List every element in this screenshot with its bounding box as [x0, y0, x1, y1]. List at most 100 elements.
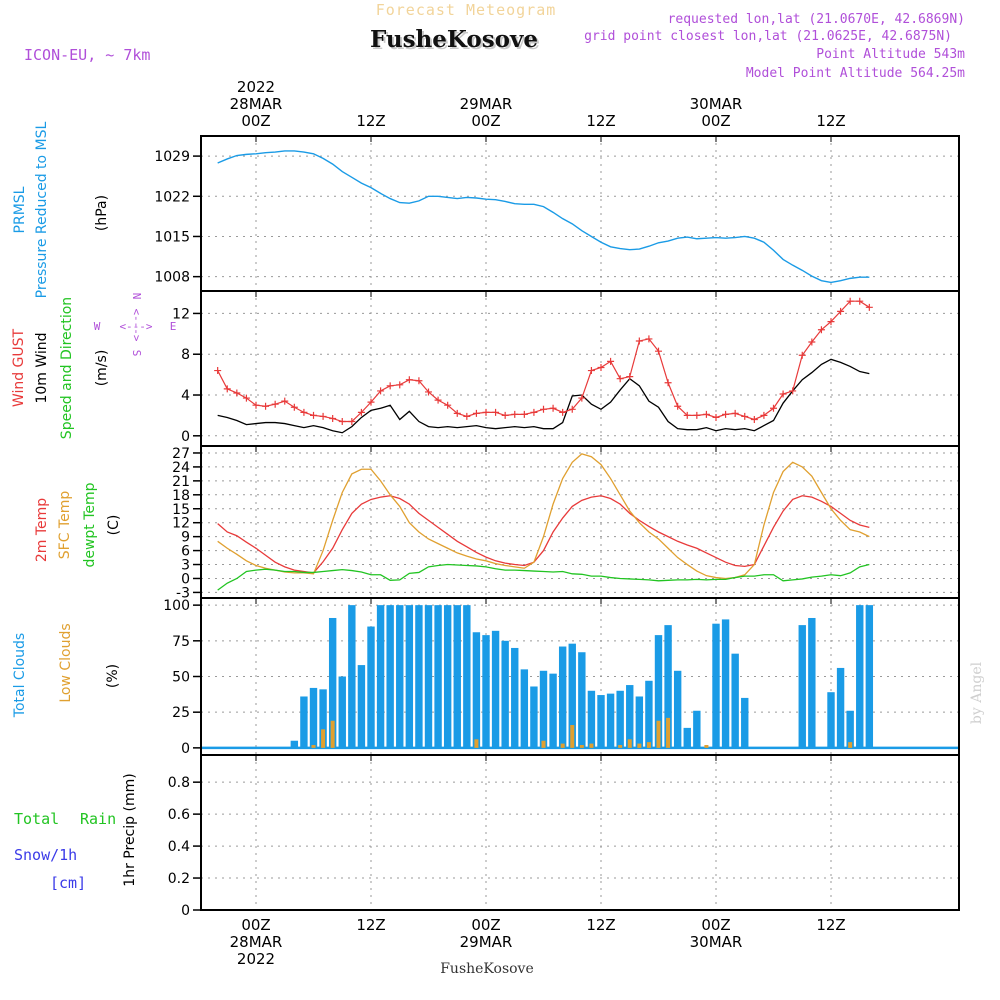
gust-marker [616, 375, 624, 383]
gust-marker [492, 408, 500, 416]
gust-marker [252, 401, 260, 409]
top-time-label: 30MAR [690, 95, 743, 113]
ytick-label: 1015 [154, 229, 190, 245]
gust-marker [338, 418, 346, 426]
ylabel-total-clouds: Total Clouds [12, 633, 28, 718]
total-cloud-bar [865, 605, 874, 748]
compass-west: W [94, 320, 101, 333]
top-time-label: 12Z [356, 112, 385, 130]
top-time-label: 28MAR [230, 95, 283, 113]
gust-marker [827, 318, 835, 326]
ylabel-pressure-msl: Pressure Reduced to MSL [34, 121, 50, 298]
top-time-label: 00Z [701, 112, 730, 130]
ylabel-1hr-precip: 1hr Precip (mm) [122, 773, 138, 886]
total-cloud-bar [520, 669, 529, 748]
gust-marker [472, 409, 480, 417]
total-cloud-bar [338, 676, 346, 748]
total-cloud-bar [511, 647, 519, 748]
ytick-label: 0 [181, 571, 190, 587]
ytick-label: 9 [181, 530, 190, 546]
gust-marker [760, 411, 768, 419]
gust-marker [242, 394, 250, 402]
total-cloud-bar [856, 605, 864, 748]
top-time-label: 2022 [237, 78, 275, 96]
total-cloud-bar [539, 670, 548, 748]
gust-marker [357, 408, 365, 416]
total-cloud-bar [587, 690, 596, 748]
total-cloud-bar [357, 665, 366, 748]
gust-marker [731, 409, 739, 417]
gust-marker [453, 409, 461, 417]
compass-we-arrow: <---> [119, 320, 152, 333]
total-cloud-bar [827, 692, 835, 748]
low-cloud-bar [560, 743, 565, 748]
ylabel-10m-wind: 10m Wind [34, 332, 50, 403]
bottom-time-label: 12Z [356, 916, 385, 934]
gust-marker [540, 405, 547, 413]
top-time-label: 12Z [816, 112, 845, 130]
ylabel-wind-gust: Wind GUST [11, 328, 27, 407]
ylabel-low-clouds: Low Clouds [58, 623, 74, 702]
low-cloud-bar [637, 743, 642, 748]
low-cloud-bar [474, 739, 479, 748]
ylabel-rain: Rain [80, 810, 116, 828]
ylabel-percent: (%) [105, 664, 121, 688]
ytick-label: 3 [181, 558, 190, 574]
gust-marker [559, 408, 567, 416]
location-title: FusheKosove [370, 26, 538, 53]
low-cloud-bar [656, 720, 661, 748]
total-cloud-bar [606, 693, 615, 748]
total-cloud-bar [491, 630, 500, 748]
gust-marker [846, 297, 854, 305]
ylabel-cm: [cm] [50, 874, 86, 892]
gust-marker [425, 388, 432, 396]
gust-marker [271, 400, 279, 408]
ytick-label: 0.4 [168, 839, 190, 855]
ytick-label: 6 [181, 544, 190, 560]
ytick-label: 8 [181, 347, 190, 363]
ytick-label: 12 [172, 516, 190, 532]
ytick-label: 1008 [154, 270, 190, 286]
gust-marker [674, 402, 682, 410]
total-cloud-bar [635, 696, 644, 748]
panel-clouds: 0 25 50 75 100 [163, 597, 960, 757]
ytick-label: 0 [181, 741, 190, 757]
point-altitude: Point Altitude 543m [816, 47, 965, 62]
gust-marker [290, 403, 298, 411]
total-cloud-bar [309, 687, 318, 748]
total-cloud-bar [530, 686, 538, 748]
gust-marker [789, 387, 797, 395]
ytick-label: -3 [176, 585, 190, 601]
gust-marker [434, 396, 442, 404]
panel-precip: 0 0.2 0.4 0.6 0.8 [168, 754, 960, 919]
panel-frame [200, 754, 960, 911]
total-cloud-bar [712, 623, 720, 748]
t2m-line [217, 495, 870, 574]
wind-speed-line [217, 358, 870, 434]
gust-marker [262, 402, 270, 410]
low-cloud-bar [570, 725, 575, 748]
ytick-label: 0.2 [168, 871, 190, 887]
panel-wind: 0 4 8 12 [172, 290, 960, 447]
total-cloud-bar [846, 710, 854, 748]
total-cloud-bar [654, 635, 663, 748]
total-cloud-bar [501, 640, 509, 748]
location-title-shadow: FusheKosove [372, 28, 540, 55]
gust-marker [348, 418, 356, 426]
low-cloud-bar [311, 745, 316, 748]
total-cloud-bar [405, 605, 414, 748]
total-cloud-bar [472, 632, 481, 748]
pressure-line [217, 150, 870, 284]
ylabel-dewpt-temp: dewpt Temp [82, 482, 98, 567]
gust-marker [645, 335, 653, 343]
total-cloud-bar [463, 605, 471, 748]
low-cloud-bar [704, 745, 709, 748]
ytick-label: 0 [181, 429, 190, 445]
bottom-time-label: 12Z [816, 916, 845, 934]
ytick-label: 21 [172, 474, 190, 490]
credit-watermark: by Angel [969, 661, 985, 724]
total-cloud-bar [731, 653, 739, 748]
